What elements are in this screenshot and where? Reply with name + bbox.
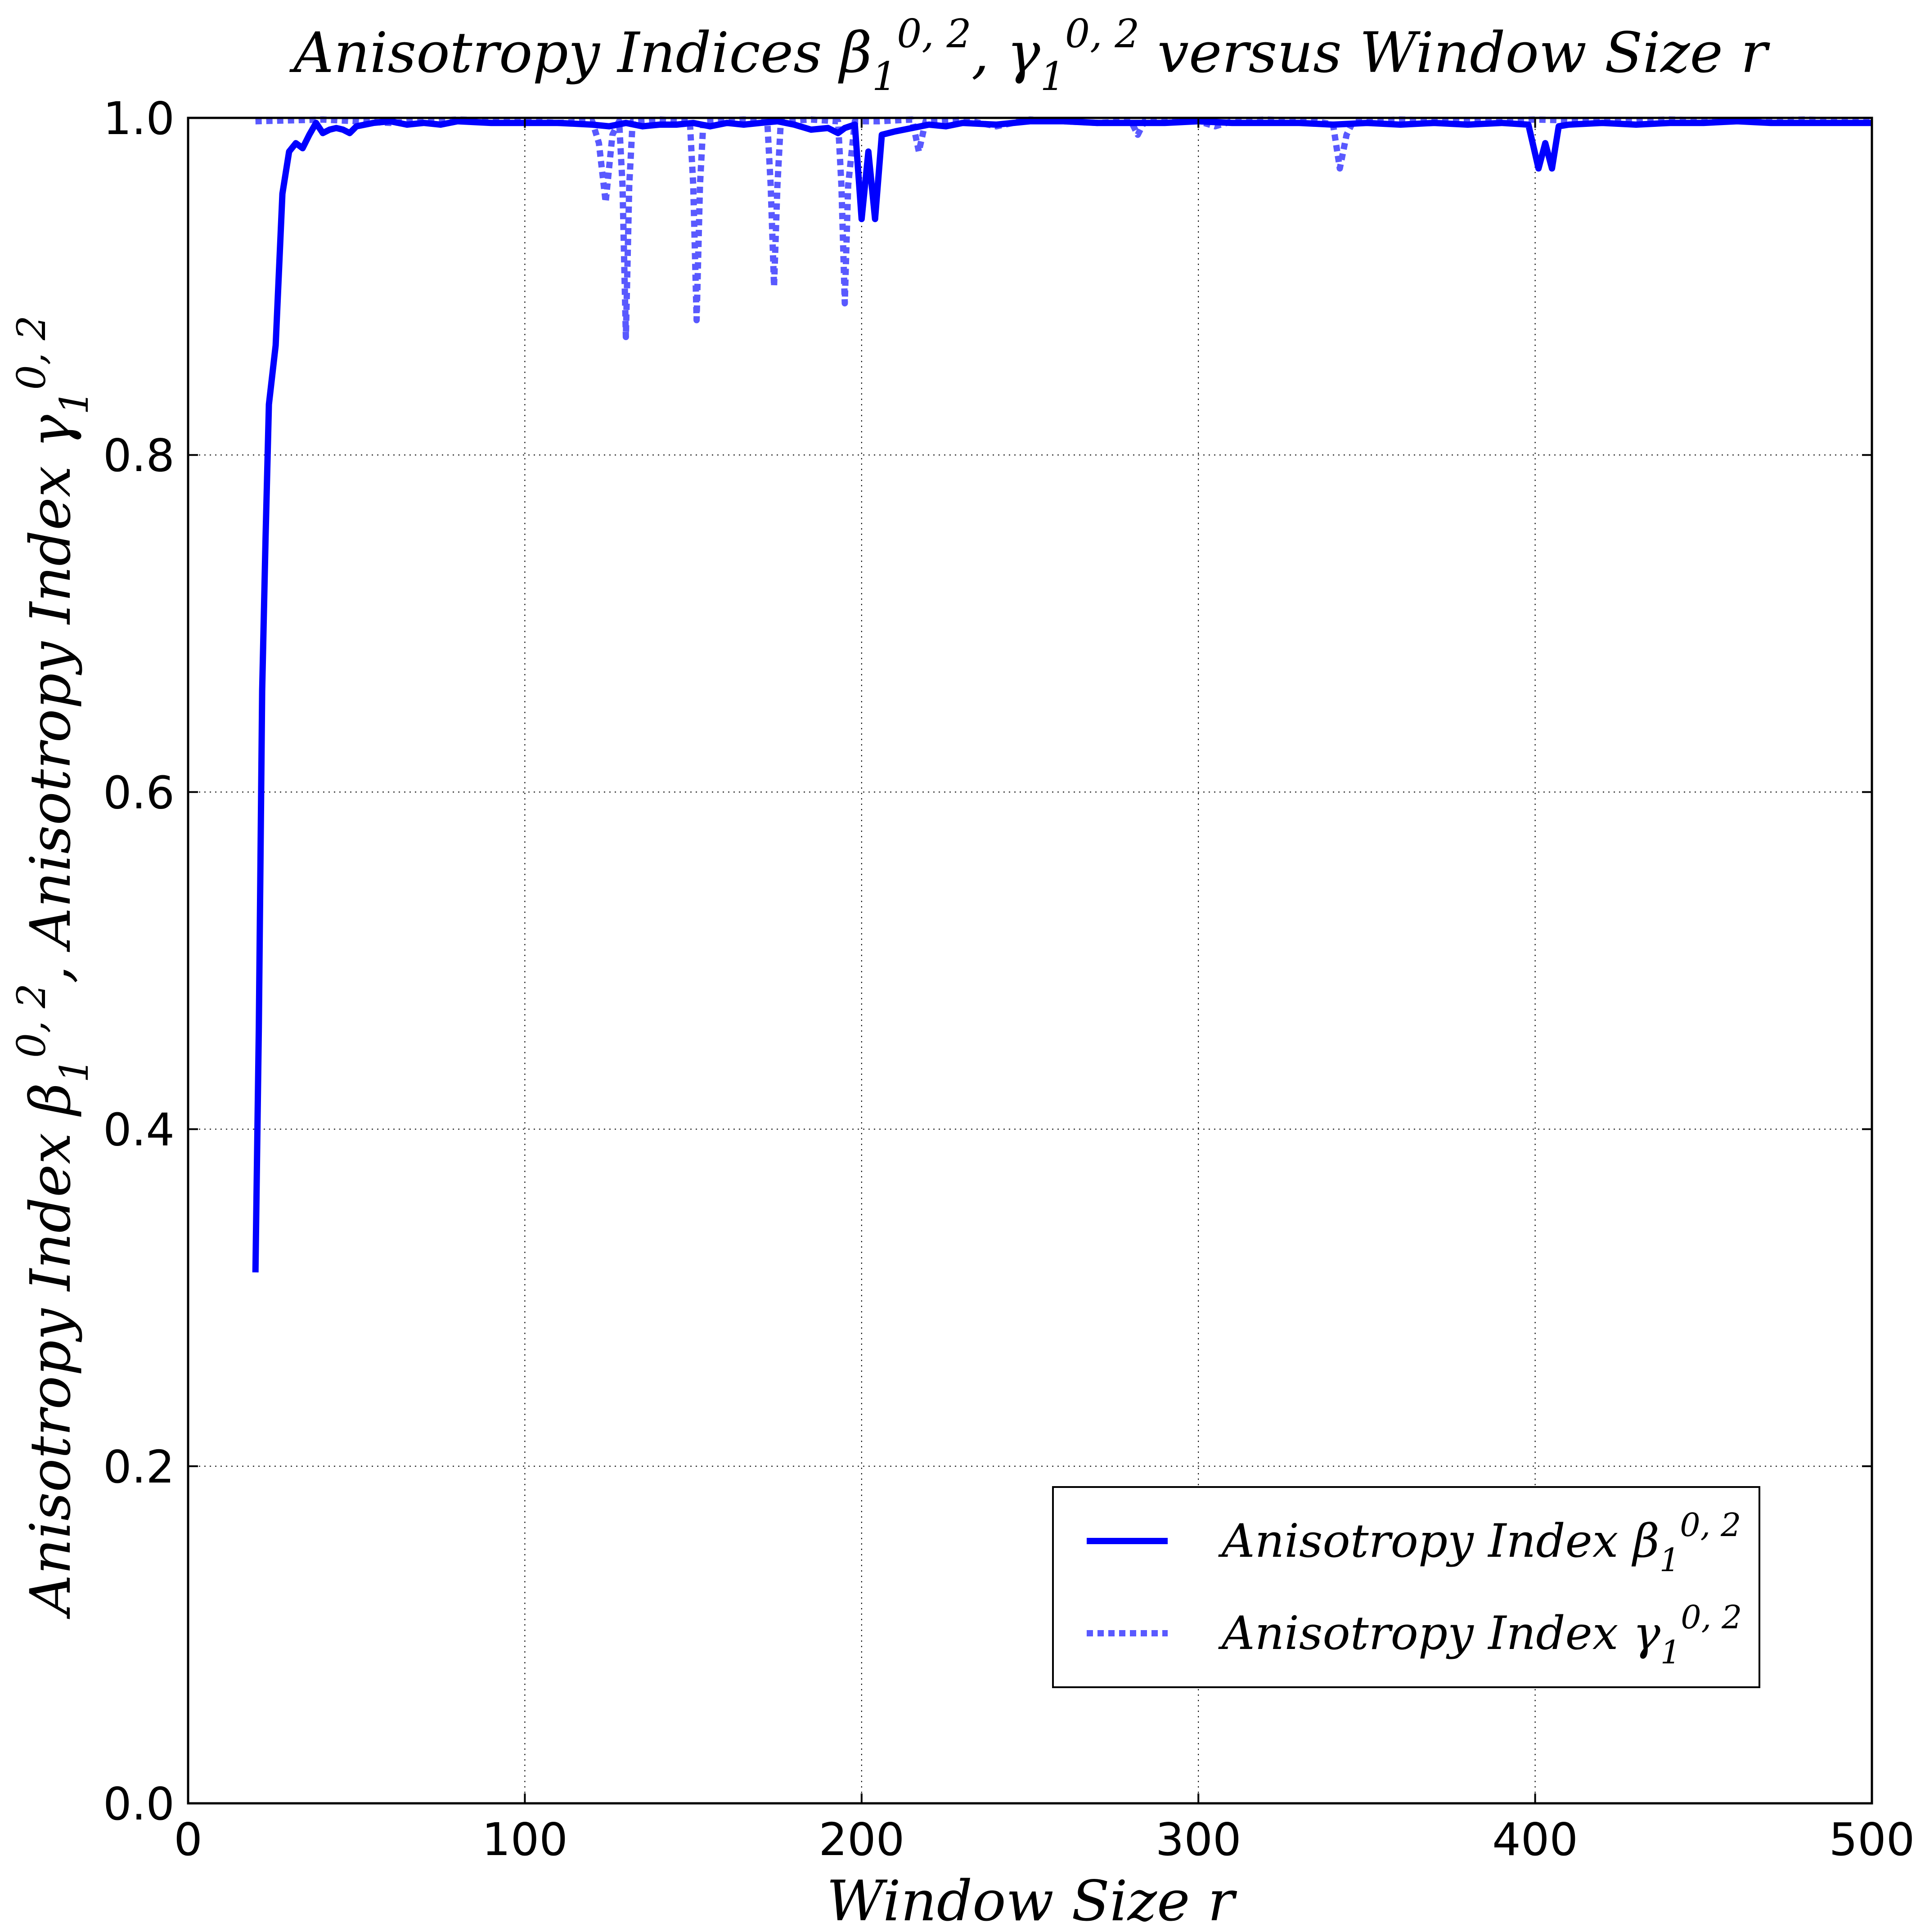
y-tick-label: 0.8	[103, 429, 175, 482]
y-axis-label: Anisotropy Index β10, 2, Anisotropy Inde…	[9, 315, 97, 1619]
y-tick-label: 0.2	[103, 1441, 175, 1493]
legend-label-beta: Anisotropy Index β10, 2	[1218, 1506, 1741, 1579]
x-tick-label: 400	[1492, 1813, 1578, 1866]
series-group	[252, 116, 1872, 1273]
y-tick-label: 1.0	[103, 92, 175, 145]
x-tick-label: 300	[1156, 1813, 1241, 1866]
legend-label-gamma: Anisotropy Index γ10, 2	[1218, 1599, 1742, 1671]
x-tick-label: 0	[174, 1813, 202, 1866]
x-axis-label: Window Size r	[827, 1869, 1237, 1932]
x-tick-label: 500	[1829, 1813, 1915, 1866]
y-tick-label: 0.6	[103, 766, 175, 819]
legend-box	[1052, 1486, 1760, 1688]
plot-frame	[187, 117, 1873, 1805]
legend: Anisotropy Index β10, 2 Anisotropy Index…	[1052, 1486, 1760, 1688]
chart-title: Anisotropy Indices β10, 2, γ10, 2 versus…	[289, 11, 1770, 99]
x-tick-label: 100	[482, 1813, 568, 1866]
y-tick-label: 0.4	[103, 1104, 175, 1156]
x-tick-label: 200	[819, 1813, 904, 1866]
series-line-gamma	[255, 116, 1872, 340]
y-tick-label: 0.0	[103, 1778, 175, 1830]
series-line-beta	[252, 118, 1872, 1273]
axis-ticks: 0 100 200 300 400 500 0.0 0.2 0.4 0.6 0.8 1.0	[103, 92, 1915, 1866]
